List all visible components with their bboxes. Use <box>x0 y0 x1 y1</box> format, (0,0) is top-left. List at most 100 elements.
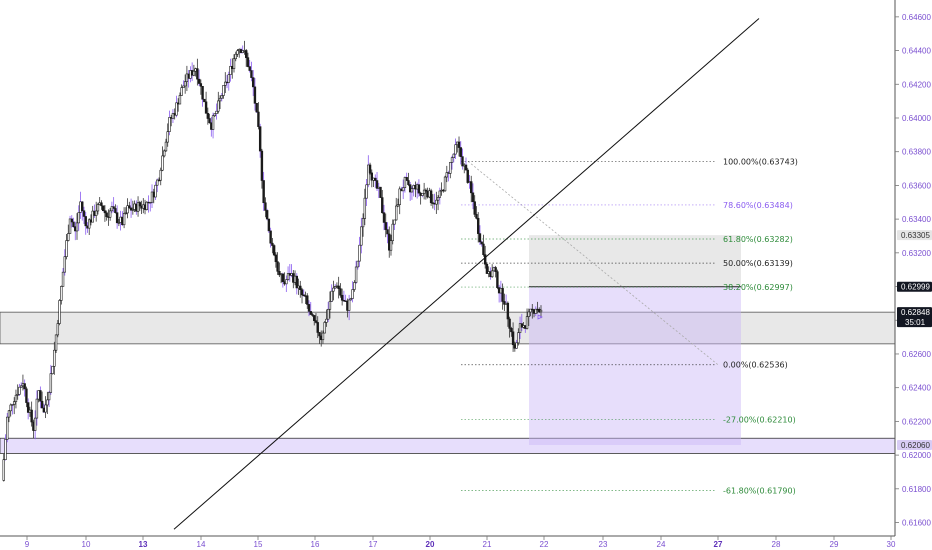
price-tick-label: 0.64400 <box>902 47 931 56</box>
candle-body <box>44 404 47 413</box>
candle-body <box>250 70 253 78</box>
support-zone-purple <box>0 437 896 454</box>
time-tick-label: 24 <box>657 540 666 549</box>
candle-body <box>475 214 478 219</box>
candle-body <box>391 223 394 241</box>
candle-body <box>35 398 39 419</box>
candle-body <box>395 205 398 221</box>
candle-body <box>534 308 537 314</box>
candle-body <box>63 256 66 273</box>
price-tag-label: 0.62060 <box>901 441 930 450</box>
price-tick-label: 0.63200 <box>902 249 931 258</box>
candle-body <box>115 212 119 224</box>
candle-body <box>30 409 33 423</box>
position-reward-box <box>529 286 741 445</box>
candle-body <box>94 210 98 216</box>
price-tick-label: 0.62400 <box>902 384 931 393</box>
fib-level-label: 100.00%(0.63743) <box>723 157 798 166</box>
candle-body <box>39 390 42 402</box>
candle-body <box>7 410 11 418</box>
time-tick-label: 9 <box>25 540 30 549</box>
price-tick-label: 0.61800 <box>902 485 931 494</box>
fib-level-label: 0.00%(0.62536) <box>723 361 788 370</box>
candles-layer <box>2 40 543 482</box>
candle-body <box>347 299 351 311</box>
candle-body <box>224 81 227 86</box>
time-axis[interactable]: 9 10 13 14 15 16 17 20 21 22 23 24 27 28 29 30 <box>0 535 896 549</box>
time-tick-label: 13 <box>139 540 148 549</box>
candle-body <box>405 177 408 181</box>
candle-body <box>159 169 162 181</box>
candle-body <box>337 285 340 289</box>
candle-body <box>365 184 368 199</box>
support-zone-gray <box>0 311 896 345</box>
candle-body <box>265 210 269 220</box>
candle-body <box>267 218 271 232</box>
candle-body <box>525 316 529 329</box>
time-tick-label: 28 <box>772 540 781 549</box>
candle-body <box>349 298 353 301</box>
price-tick-label: 0.63800 <box>902 148 931 157</box>
price-tick-label: 0.64600 <box>902 13 931 22</box>
candle-body <box>126 205 129 214</box>
candle-body <box>51 366 54 374</box>
candle-body <box>529 308 532 313</box>
price-tag <box>897 439 932 450</box>
candle-body <box>473 201 476 215</box>
fib-level-label: -27.00%(0.62210) <box>723 416 796 425</box>
price-tick-label: 0.64200 <box>902 80 931 89</box>
candle-body <box>251 77 255 88</box>
candle-body <box>112 206 115 209</box>
candle-body <box>13 401 16 405</box>
candle-body <box>128 205 131 209</box>
candle-body <box>381 197 384 213</box>
candle-body <box>58 300 61 324</box>
price-tick-label: 0.63600 <box>902 181 931 190</box>
time-tick-label: 29 <box>830 540 839 549</box>
candle-body <box>351 289 354 299</box>
candle-body <box>245 50 248 58</box>
candle-body <box>4 439 7 460</box>
candle-body <box>389 240 393 251</box>
candle-body <box>49 373 53 393</box>
trendline-layer[interactable] <box>173 18 760 530</box>
candle-body <box>281 273 285 283</box>
price-axis[interactable]: 0.64600 0.64400 0.64200 0.64000 0.63800 0.636… <box>894 0 931 536</box>
candle-body <box>316 322 319 333</box>
candle-body <box>318 332 321 337</box>
candle-body <box>393 219 396 225</box>
candle-body <box>33 417 37 431</box>
candle-body <box>449 162 452 174</box>
fibonacci-levels: 100.00%(0.63743) 78.60%(0.63484) 61.80%(0.… <box>461 157 798 495</box>
countdown-label: 35:01 <box>905 318 926 327</box>
candle-body <box>332 287 335 292</box>
candle-body <box>72 221 75 228</box>
candle-body <box>260 150 264 181</box>
candle-body <box>232 58 236 69</box>
candle-body <box>510 328 513 333</box>
time-tick-label: 30 <box>887 540 896 549</box>
candle-body <box>314 320 318 323</box>
candle-body <box>14 394 18 402</box>
time-tick-label: 20 <box>426 540 435 549</box>
candle-body <box>464 164 468 171</box>
candle-body <box>183 81 187 87</box>
price-tick-label: 0.64000 <box>902 114 931 123</box>
candle-body <box>18 386 21 395</box>
candle-body <box>255 103 258 113</box>
candle-body <box>299 285 302 290</box>
candle-body <box>466 169 469 183</box>
candle-body <box>253 86 257 104</box>
candle-body <box>470 181 473 194</box>
candle-body <box>171 113 175 119</box>
candle-body <box>480 241 483 245</box>
price-tag-label: 0.62848 <box>901 308 930 317</box>
candle-body <box>213 113 217 116</box>
candle-body <box>241 50 244 53</box>
candle-body <box>117 222 121 224</box>
candle-body <box>88 219 91 229</box>
candle-body <box>457 141 461 148</box>
candle-body <box>26 402 30 413</box>
candle-body <box>25 388 28 403</box>
